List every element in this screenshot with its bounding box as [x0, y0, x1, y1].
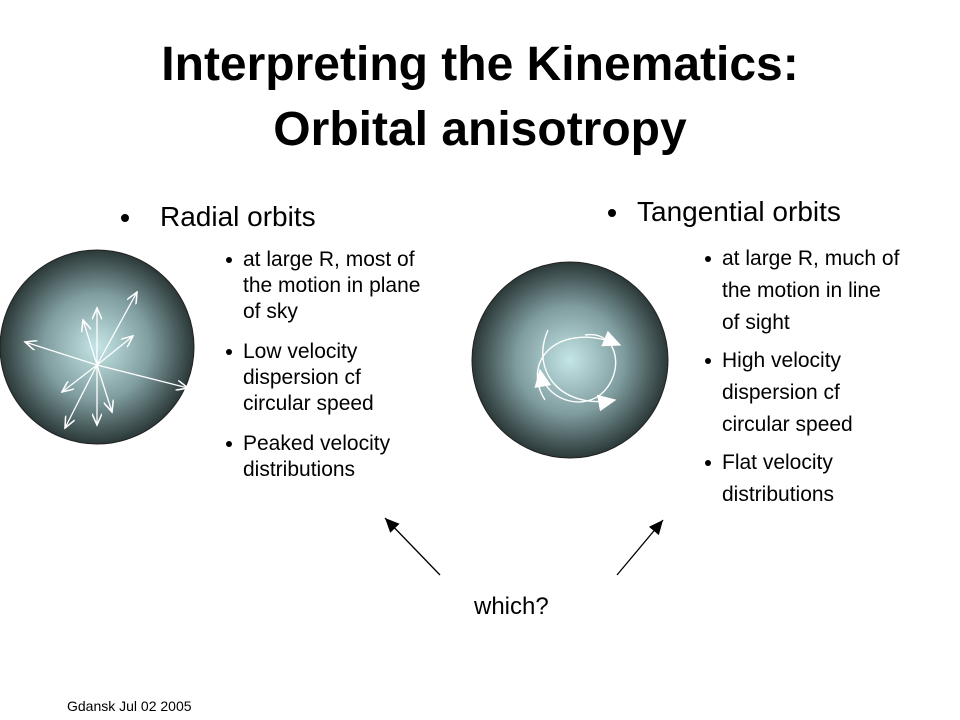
radial-sphere [0, 249, 195, 445]
bullet-line: distributions [722, 482, 835, 506]
bullet-line: dispersion cf [722, 380, 840, 404]
bullet-line: Low velocity [243, 339, 358, 363]
bullet-line: at large R, much of [722, 246, 900, 270]
bullet-line: the motion in line [722, 278, 881, 302]
bullet-line: dispersion cf [243, 365, 361, 389]
bullet [226, 349, 232, 355]
bullet [705, 256, 711, 262]
bullet [226, 441, 232, 447]
bullet-line: High velocity [722, 348, 842, 372]
bullet-line: Flat velocity [722, 450, 833, 474]
bullet-line: the motion in plane [243, 273, 421, 297]
bullet [705, 460, 711, 466]
slide-title: Orbital anisotropy [273, 103, 687, 156]
bullet-line: at large R, most of [243, 247, 415, 271]
bullet-line: distributions [243, 457, 356, 481]
bullet-line: circular speed [722, 412, 853, 436]
tangential-sphere [471, 261, 669, 459]
bullet [226, 257, 232, 263]
bullet [121, 214, 129, 222]
slide-title: Interpreting the Kinematics: [161, 38, 799, 91]
footer: Gdansk Jul 02 2005 [67, 698, 192, 714]
pointer-arrows [384, 517, 664, 576]
prompt-label: which? [474, 593, 549, 620]
bullet [608, 209, 616, 217]
bullet-line: of sight [722, 310, 790, 334]
bullet [705, 358, 711, 364]
bullet-line: circular speed [243, 391, 374, 415]
bullet-line: of sky [243, 299, 298, 323]
column-heading: Radial orbits [160, 201, 316, 232]
bullet-line: Peaked velocity [243, 431, 391, 455]
column-heading: Tangential orbits [637, 196, 841, 227]
